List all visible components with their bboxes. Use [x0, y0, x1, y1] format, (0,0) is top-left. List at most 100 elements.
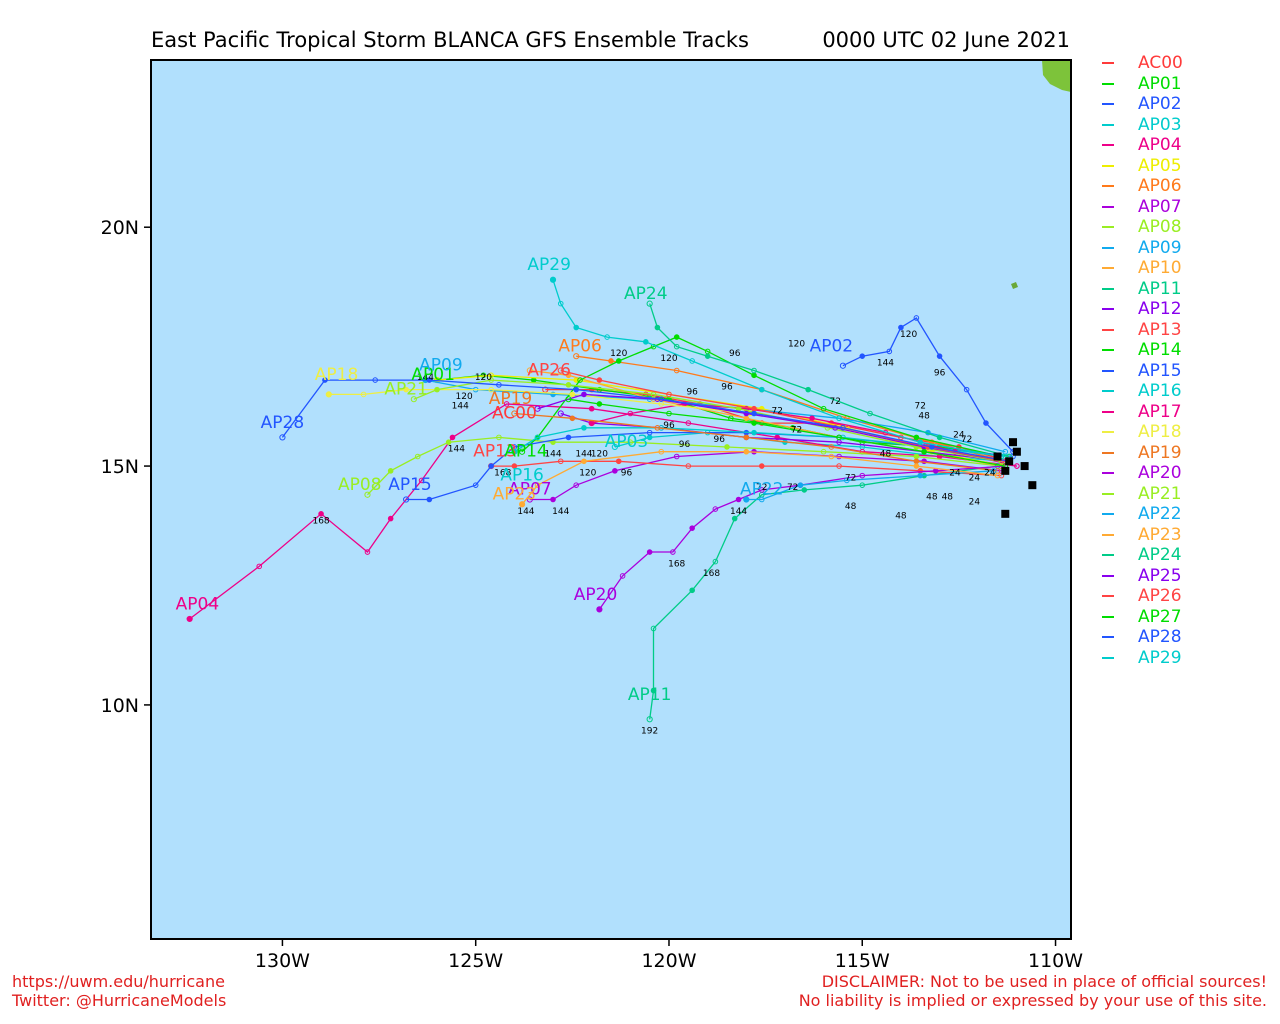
- track-label-ap02: AP02: [810, 336, 854, 356]
- track-point: [843, 477, 850, 484]
- track-point: [364, 491, 371, 498]
- track-ap24: [646, 300, 1012, 460]
- forecast-hour-label: 72: [915, 402, 926, 412]
- forecast-hour-label: 96: [714, 435, 726, 445]
- track-label-ap09: AP09: [419, 356, 463, 376]
- legend-item-ap26: AP26: [1102, 586, 1272, 607]
- forecast-hour-label: 24: [984, 469, 996, 479]
- track-point: [712, 558, 719, 565]
- track-ap29: [549, 276, 1005, 460]
- track-label-ap15: AP15: [388, 475, 432, 495]
- track-label-ap28: AP28: [261, 413, 305, 433]
- legend-label: AP12: [1138, 299, 1182, 320]
- initial-position-marker: [1009, 438, 1018, 447]
- y-tick-label: 20N: [101, 217, 139, 239]
- track-point: [646, 716, 653, 723]
- forecast-hour-label: 96: [729, 349, 741, 359]
- legend-label: AP03: [1138, 114, 1182, 135]
- track-point: [689, 525, 695, 531]
- track-label-ap11: AP11: [628, 685, 672, 705]
- track-label-ac00: AC00: [492, 403, 537, 423]
- track-label-ap14: AP14: [504, 442, 548, 462]
- track-point: [573, 386, 580, 393]
- track-point: [666, 391, 672, 398]
- forecast-hour-label: 48: [880, 450, 892, 460]
- forecast-hour-label: 72: [845, 473, 856, 483]
- track-label-ap18: AP18: [315, 365, 359, 385]
- track-point: [526, 496, 533, 503]
- track-point: [836, 434, 842, 441]
- track-label-ap03: AP03: [605, 432, 649, 452]
- forecast-hour-label: 120: [660, 354, 677, 364]
- legend-item-ap28: AP28: [1102, 627, 1272, 648]
- footer-twitter-handle[interactable]: Twitter: @HurricaneModels: [12, 991, 227, 1010]
- legend-label: AP26: [1138, 586, 1182, 607]
- track-line: [529, 451, 1002, 501]
- track-point: [387, 515, 394, 522]
- legend-label: AP17: [1138, 401, 1182, 422]
- legend-swatch: [1102, 164, 1114, 167]
- legend-swatch: [1102, 451, 1114, 454]
- track-point: [758, 496, 765, 503]
- land-island-socorro: [1011, 282, 1018, 289]
- track-point: [642, 339, 649, 345]
- track-point: [758, 487, 765, 493]
- track-point: [654, 324, 661, 331]
- legend-swatch: [1102, 656, 1114, 659]
- track-point: [581, 391, 587, 398]
- legend-item-ap05: AP05: [1102, 156, 1272, 177]
- footer-website-link[interactable]: https://uwm.edu/hurricane: [12, 972, 225, 991]
- track-point: [670, 549, 676, 555]
- chart-title: East Pacific Tropical Storm BLANCA GFS E…: [151, 28, 749, 52]
- track-point: [573, 353, 580, 360]
- track-point: [689, 358, 695, 364]
- track-point: [472, 482, 479, 488]
- track-point: [650, 625, 657, 632]
- track-point: [658, 448, 665, 455]
- disclaimer-line-2: No liability is implied or expressed by …: [798, 991, 1267, 1010]
- track-point: [650, 687, 657, 694]
- track-point: [449, 434, 456, 441]
- legend-label: AP23: [1138, 524, 1182, 545]
- track-point: [743, 434, 750, 441]
- forecast-hour-label: 120: [610, 349, 627, 359]
- track-point: [256, 563, 263, 570]
- track-point: [650, 391, 657, 398]
- forecast-hour-label: 120: [456, 392, 473, 402]
- track-point: [418, 477, 425, 484]
- track-point: [573, 324, 580, 331]
- track-line: [649, 303, 1010, 458]
- legend-item-ap19: AP19: [1102, 443, 1272, 464]
- track-point: [596, 377, 603, 383]
- track-label-ap04: AP04: [176, 594, 220, 614]
- track-point: [685, 420, 692, 426]
- legend-swatch: [1102, 103, 1114, 106]
- legend-item-ap02: AP02: [1102, 94, 1272, 115]
- initial-position-marker: [1001, 509, 1010, 518]
- x-tick-label: 115W: [835, 950, 890, 972]
- forecast-hour-label: 96: [663, 421, 675, 431]
- track-point: [820, 405, 827, 412]
- track-point: [414, 453, 421, 460]
- map-frame: [150, 59, 1072, 940]
- track-point: [797, 482, 804, 488]
- forecast-hour-label: 144: [575, 450, 592, 460]
- track-point: [573, 482, 580, 488]
- legend-label: AP27: [1138, 606, 1182, 627]
- legend-item-ap17: AP17: [1102, 402, 1272, 423]
- legend-item-ap25: AP25: [1102, 566, 1272, 587]
- legend-label: AP22: [1138, 504, 1182, 525]
- track-point: [859, 472, 866, 479]
- track-point: [867, 410, 873, 417]
- track-point: [360, 391, 367, 398]
- track-point: [673, 343, 680, 350]
- forecast-hour-label: 168: [494, 469, 511, 479]
- track-label-ap20: AP20: [574, 585, 618, 605]
- y-tick-label: 10N: [101, 695, 139, 717]
- track-point: [550, 496, 556, 503]
- legend-label: AP05: [1138, 155, 1182, 176]
- track-point: [511, 463, 518, 469]
- legend-swatch: [1102, 595, 1114, 598]
- legend-label: AP19: [1138, 442, 1182, 463]
